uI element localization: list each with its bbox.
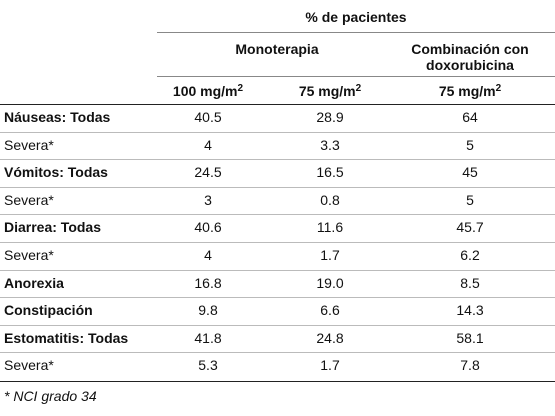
cell: 11.6 [316,219,344,236]
row-label: Estomatitis: Todas [4,329,129,346]
row-label: Anorexia [4,274,64,291]
row-label: Constipación [4,302,93,319]
cell: 45 [462,164,478,181]
row-label: Vómitos: Todas [4,164,108,181]
row-label: Severa* [4,191,54,208]
cell: 24.5 [194,164,222,181]
row-label: Diarrea: Todas [4,219,101,236]
cell: 9.8 [198,302,218,319]
row-rule [0,186,555,188]
cell: 5 [466,136,474,153]
cell: 1.7 [320,357,340,374]
column-header: 75 mg/m2 [410,83,530,99]
cell: 6.2 [460,247,480,263]
cell: 3 [204,191,212,208]
unit: 100 mg/m [172,83,238,99]
row-label: Náuseas: Todas [4,109,111,125]
cell: 58.1 [456,329,484,346]
cell: 8.5 [460,274,480,291]
cell: 0.8 [320,191,340,208]
cell: 4 [204,136,212,153]
cell: 19.0 [316,274,344,291]
cell: 5 [466,191,474,208]
rule [0,381,555,382]
subgroup-header: Monoterapia [235,41,319,57]
cell: 40.6 [194,219,222,236]
cell: 6.6 [320,302,340,319]
unit: 75 mg/m [438,83,496,99]
cell: 7.8 [460,357,480,374]
rule [0,104,555,105]
rule [157,32,555,33]
cell: 4 [204,247,212,263]
cell: 5.3 [198,357,218,374]
row-rule [0,297,555,299]
superscript: 2 [237,83,244,94]
row-rule [0,159,555,161]
cell: 45.7 [456,219,484,236]
row-rule [0,242,555,243]
row-rule [0,131,555,133]
cell: 14.3 [456,302,484,319]
subgroup-header: Combinación con doxorubicina [411,41,529,73]
cell: 16.8 [194,274,222,291]
row-rule [0,324,555,326]
row-label: Severa* [4,247,54,263]
column-header: 100 mg/m2 [148,83,268,99]
group-header: % de pacientes [305,9,407,25]
cell: 40.5 [194,109,222,125]
column-header: 75 mg/m2 [270,83,390,99]
footnote: * NCI grado 34 [4,388,97,404]
cell: 64 [462,109,478,125]
cell: 41.8 [194,329,222,346]
row-rule [0,214,555,216]
rule [157,76,555,77]
row-rule [0,269,555,271]
row-label: Severa* [4,136,54,153]
unit: 75 mg/m [298,83,356,99]
cell: 3.3 [320,136,340,153]
cell: 16.5 [316,164,344,181]
superscript: 2 [355,83,362,94]
row-label: Severa* [4,357,54,374]
cell: 1.7 [320,247,340,263]
cell: 28.9 [316,109,344,125]
superscript: 2 [495,83,502,94]
cell: 24.8 [316,329,344,346]
row-rule [0,352,555,354]
